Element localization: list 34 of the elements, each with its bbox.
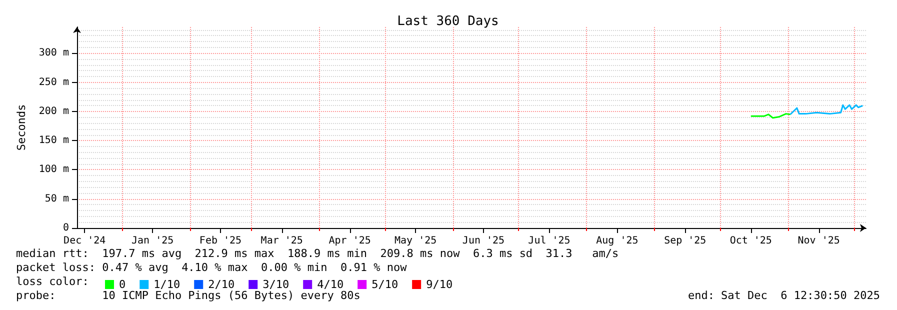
legend-label: 9/10	[426, 278, 453, 291]
legend-label: 0	[119, 278, 126, 291]
x-tick-label: Dec '24	[64, 236, 106, 246]
y-tick-label: 100 m	[38, 164, 69, 176]
legend-label: 1/10	[154, 278, 180, 291]
x-tick-label: Jan '25	[131, 236, 174, 246]
y-tick-label: 200 m	[38, 106, 69, 117]
x-tick-label: May '25	[394, 236, 437, 246]
line-series	[790, 104, 864, 116]
text: probe: 10 ICMP Echo Pings (56 Bytes) every 80s	[16, 289, 360, 302]
y-axis-title: Seconds	[15, 104, 28, 151]
y-tick-label: 300 m	[38, 48, 69, 59]
legend-label: 5/10	[372, 278, 398, 291]
x-tick-label: Nov '25	[798, 236, 840, 246]
chart-title: Last 360 Days	[397, 14, 499, 29]
x-tick-label: Mar '25	[260, 236, 303, 246]
text: end: Sat Dec 6 12:30:50 2025	[688, 289, 880, 302]
y-tick-label: 50 m	[44, 193, 69, 204]
text: packet loss: 0.47 % avg 4.10 % max 0.00 % min 0.91 % now	[16, 261, 408, 274]
x-tick-label: Jul '25	[528, 236, 570, 246]
x-tick-label: Feb '25	[199, 236, 242, 246]
x-tick-label: Aug '25	[596, 236, 638, 246]
legend-title: loss color:	[16, 275, 89, 288]
legend-label: 2/10	[208, 278, 235, 291]
x-tick-label: Apr '25	[328, 236, 371, 246]
legend-label: 4/10	[317, 278, 344, 291]
x-tick-label: Oct '25	[730, 236, 772, 246]
x-tick-label: Jun '25	[462, 236, 505, 246]
legend-label: 3/10	[262, 278, 290, 291]
text: median rtt: 197.7 ms avg 212.9 ms max 188.9 ms min 209.8 ms now 6.3 ms sd 31.3 am/s	[16, 247, 619, 260]
y-tick-label: 150 m	[38, 135, 69, 146]
y-tick-label: 250 m	[38, 76, 69, 88]
x-tick-label: Sep '25	[664, 236, 706, 246]
y-tick-label: 0	[62, 222, 69, 234]
